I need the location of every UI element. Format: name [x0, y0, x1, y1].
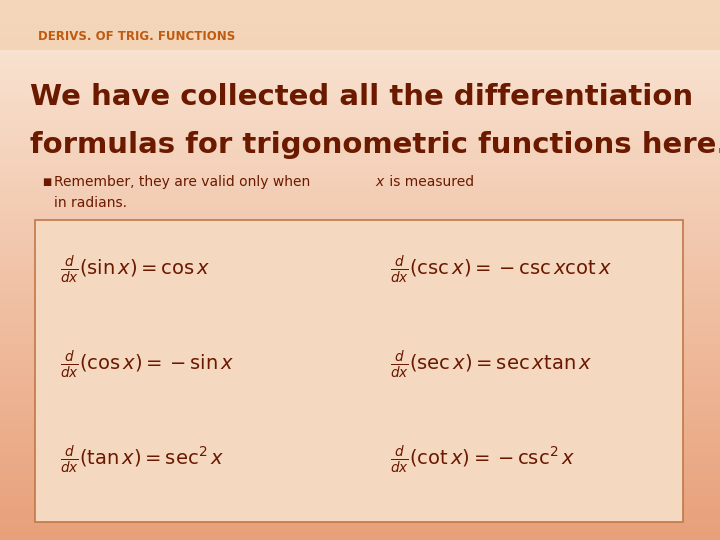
Text: in radians.: in radians.: [54, 196, 127, 210]
Text: Remember, they are valid only when: Remember, they are valid only when: [54, 175, 315, 189]
Text: DERIVS. OF TRIG. FUNCTIONS: DERIVS. OF TRIG. FUNCTIONS: [38, 30, 235, 43]
Text: x: x: [375, 175, 383, 189]
Text: $\frac{d}{dx}(\cos x) = -\sin x$: $\frac{d}{dx}(\cos x) = -\sin x$: [60, 349, 235, 381]
Text: $\frac{d}{dx}(\csc x) = -\csc x\cot x$: $\frac{d}{dx}(\csc x) = -\csc x\cot x$: [390, 254, 612, 286]
Text: $\frac{d}{dx}(\tan x) = \sec^2 x$: $\frac{d}{dx}(\tan x) = \sec^2 x$: [60, 444, 224, 476]
Bar: [0, 0, 720, 50]
Text: $\frac{d}{dx}(\sec x) = \sec x\tan x$: $\frac{d}{dx}(\sec x) = \sec x\tan x$: [390, 349, 593, 381]
Text: $\frac{d}{dx}(\sin x) = \cos x$: $\frac{d}{dx}(\sin x) = \cos x$: [60, 254, 211, 286]
Text: formulas for trigonometric functions here.: formulas for trigonometric functions her…: [30, 131, 720, 159]
FancyBboxPatch shape: [35, 220, 683, 522]
Text: We have collected all the differentiation: We have collected all the differentiatio…: [30, 83, 693, 111]
Text: $\frac{d}{dx}(\cot x) = -\csc^2 x$: $\frac{d}{dx}(\cot x) = -\csc^2 x$: [390, 444, 575, 476]
Text: is measured: is measured: [385, 175, 474, 189]
Text: ■: ■: [42, 177, 51, 187]
